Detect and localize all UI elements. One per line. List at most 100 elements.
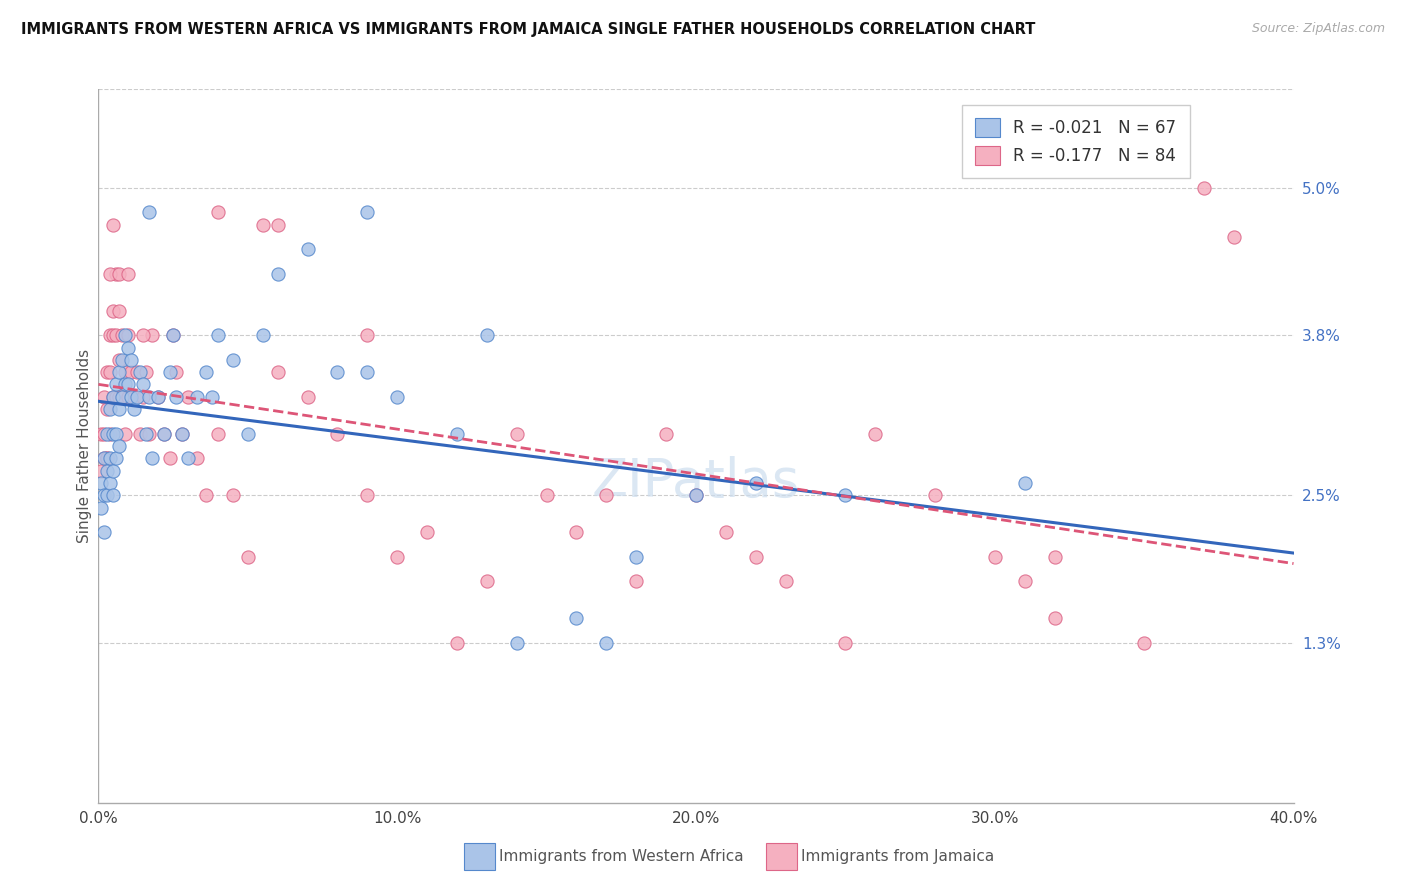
Point bbox=[685, 488, 707, 502]
Point bbox=[108, 303, 131, 318]
Y-axis label: Single Father Households: Single Father Households bbox=[77, 349, 91, 543]
Point bbox=[153, 426, 176, 441]
Point bbox=[141, 451, 163, 466]
Point bbox=[267, 267, 290, 281]
Point bbox=[90, 464, 112, 478]
Point bbox=[100, 365, 122, 379]
Point bbox=[834, 488, 856, 502]
Point bbox=[565, 611, 588, 625]
Point bbox=[138, 390, 160, 404]
Point bbox=[1043, 549, 1066, 564]
Point bbox=[207, 426, 229, 441]
Point bbox=[236, 549, 259, 564]
Point bbox=[385, 390, 409, 404]
Point bbox=[446, 426, 468, 441]
Point bbox=[153, 426, 176, 441]
Point bbox=[138, 205, 160, 219]
Point bbox=[165, 390, 187, 404]
Point bbox=[108, 390, 131, 404]
Point bbox=[834, 636, 856, 650]
Point bbox=[111, 390, 134, 404]
Point bbox=[132, 328, 155, 343]
Point bbox=[135, 426, 157, 441]
Point bbox=[236, 426, 259, 441]
Point bbox=[132, 377, 155, 392]
Point bbox=[595, 488, 617, 502]
Point bbox=[165, 365, 187, 379]
Point bbox=[356, 365, 378, 379]
Text: Source: ZipAtlas.com: Source: ZipAtlas.com bbox=[1251, 22, 1385, 36]
Point bbox=[356, 488, 378, 502]
Point bbox=[114, 426, 136, 441]
Point bbox=[222, 352, 245, 367]
Point bbox=[105, 390, 128, 404]
Point bbox=[745, 475, 768, 490]
Point bbox=[96, 451, 118, 466]
Point bbox=[356, 205, 378, 219]
Point bbox=[117, 267, 139, 281]
Point bbox=[105, 426, 128, 441]
Point bbox=[93, 488, 115, 502]
Point bbox=[222, 488, 245, 502]
Point bbox=[626, 574, 648, 589]
Point bbox=[100, 267, 122, 281]
Point bbox=[96, 464, 118, 478]
Point bbox=[103, 464, 125, 478]
Point bbox=[103, 488, 125, 502]
Point bbox=[1223, 230, 1246, 244]
Point bbox=[135, 365, 157, 379]
Point bbox=[100, 475, 122, 490]
Point bbox=[108, 352, 131, 367]
Point bbox=[195, 488, 218, 502]
Point bbox=[297, 242, 319, 256]
Point bbox=[100, 328, 122, 343]
Point bbox=[100, 402, 122, 417]
Point bbox=[326, 365, 349, 379]
Point bbox=[127, 365, 149, 379]
Point bbox=[132, 390, 155, 404]
Point bbox=[186, 390, 208, 404]
Point bbox=[114, 328, 136, 343]
Point bbox=[120, 365, 142, 379]
Point bbox=[565, 525, 588, 540]
Point bbox=[159, 365, 181, 379]
Point bbox=[172, 426, 194, 441]
Point bbox=[475, 574, 498, 589]
Point bbox=[90, 475, 112, 490]
Point bbox=[96, 365, 118, 379]
Point bbox=[103, 328, 125, 343]
Point bbox=[129, 365, 152, 379]
Point bbox=[96, 402, 118, 417]
Point bbox=[1192, 180, 1215, 194]
Point bbox=[186, 451, 208, 466]
Point bbox=[655, 426, 678, 441]
Point bbox=[162, 328, 184, 343]
Point bbox=[745, 549, 768, 564]
Point bbox=[108, 365, 131, 379]
Point bbox=[207, 328, 229, 343]
Point bbox=[148, 390, 170, 404]
Point bbox=[356, 328, 378, 343]
Point bbox=[105, 328, 128, 343]
Point bbox=[93, 451, 115, 466]
Point bbox=[117, 377, 139, 392]
Point bbox=[129, 426, 152, 441]
Point bbox=[201, 390, 224, 404]
Point bbox=[108, 402, 131, 417]
Point bbox=[96, 488, 118, 502]
Point bbox=[111, 328, 134, 343]
Point bbox=[117, 341, 139, 355]
Point bbox=[1043, 611, 1066, 625]
Point bbox=[775, 574, 797, 589]
Point bbox=[117, 390, 139, 404]
Point bbox=[90, 426, 112, 441]
Point bbox=[103, 218, 125, 232]
Point bbox=[93, 525, 115, 540]
Point bbox=[148, 390, 170, 404]
Point bbox=[114, 365, 136, 379]
Legend: R = -0.021   N = 67, R = -0.177   N = 84: R = -0.021 N = 67, R = -0.177 N = 84 bbox=[962, 104, 1189, 178]
Point bbox=[984, 549, 1007, 564]
Point bbox=[93, 451, 115, 466]
Point bbox=[114, 377, 136, 392]
Point bbox=[103, 303, 125, 318]
